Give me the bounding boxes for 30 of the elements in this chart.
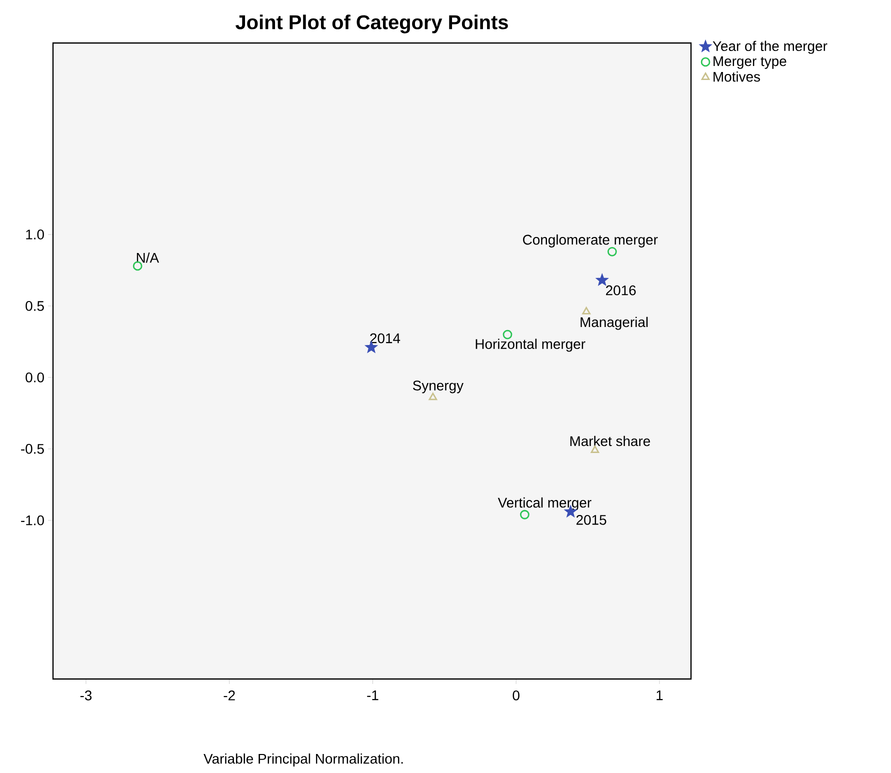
- annotation: Managerial: [580, 316, 648, 330]
- y-tick-label: -1.0: [21, 515, 44, 526]
- x-tick-label: 1: [656, 690, 663, 700]
- annotation: 2015: [576, 514, 606, 525]
- x-tick-label: -2: [224, 690, 235, 700]
- point: [520, 510, 530, 520]
- annotation: Vertical merger: [498, 497, 592, 510]
- y-tick-label: -0.5: [21, 444, 44, 454]
- annotation: N/A: [136, 252, 160, 263]
- x-tick-label: -3: [80, 690, 92, 700]
- point: [582, 306, 591, 314]
- annotation: 2016: [606, 285, 636, 296]
- point: [502, 330, 512, 340]
- legend-label: Year of the merger: [712, 40, 828, 54]
- y-tick-label: 0.0: [26, 372, 44, 382]
- text: Variable Principal Normalization.: [204, 753, 403, 766]
- annotation: Conglomerate merger: [523, 234, 658, 248]
- x-tick-label: 0: [512, 690, 520, 700]
- point: [596, 274, 608, 286]
- legend-label: Merger type: [714, 56, 786, 69]
- annotation: 2014: [370, 333, 400, 344]
- x-tick-label: -1: [367, 690, 378, 700]
- y-tick-label: 1.0: [26, 230, 44, 240]
- annotation: Horizontal merger: [476, 338, 586, 352]
- annotation: Market share: [570, 436, 650, 446]
- legend-label: Motives: [714, 71, 760, 82]
- y-tick-label: 0.5: [26, 301, 44, 311]
- chart-title: Joint Plot of Category Points: [236, 14, 508, 34]
- point: [607, 246, 617, 256]
- annotation: Synergy: [413, 380, 464, 394]
